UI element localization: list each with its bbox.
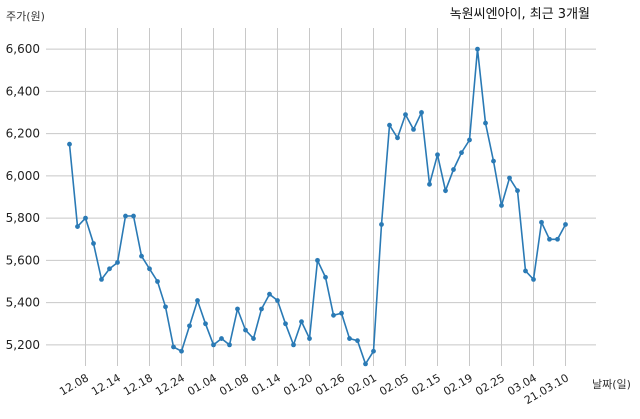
data-point xyxy=(203,321,208,327)
data-point xyxy=(435,152,440,158)
data-point xyxy=(387,122,392,128)
data-point xyxy=(107,266,112,272)
x-tick-label: 12.08 xyxy=(57,371,91,398)
data-point xyxy=(227,342,232,348)
data-point xyxy=(451,167,456,172)
y-tick-label: 6,600 xyxy=(6,42,40,56)
data-point xyxy=(539,219,544,225)
data-point xyxy=(83,215,88,221)
data-point xyxy=(531,276,536,282)
data-point xyxy=(155,279,160,284)
data-point xyxy=(283,321,288,327)
x-tick-label: 02.01 xyxy=(345,371,379,398)
data-point xyxy=(475,46,480,52)
data-point xyxy=(195,298,200,303)
data-point xyxy=(355,338,360,344)
data-point xyxy=(275,298,280,303)
y-tick-label: 6,200 xyxy=(6,127,40,141)
y-tick-label: 5,200 xyxy=(6,338,40,352)
y-axis-ticks: 5,200 5,400 5,600 5,800 6,000 6,200 6,400 6,600 xyxy=(6,42,40,352)
data-point xyxy=(371,348,376,354)
x-tick-label: 02.15 xyxy=(409,371,443,398)
data-point xyxy=(187,323,192,329)
data-point xyxy=(171,344,176,350)
x-tick-label: 12.14 xyxy=(89,371,123,398)
y-axis-label: 주가(원) xyxy=(6,10,45,23)
x-tick-label: 02.19 xyxy=(441,371,475,398)
data-point xyxy=(411,126,416,132)
x-tick-label: 12.24 xyxy=(153,371,187,398)
x-tick-label: 01.14 xyxy=(249,371,283,398)
data-point xyxy=(491,158,496,164)
price-series xyxy=(67,46,568,367)
x-tick-label: 01.20 xyxy=(281,371,315,398)
data-point xyxy=(163,304,168,310)
x-tick-label: 12.18 xyxy=(121,371,155,398)
x-tick-label: 01.04 xyxy=(185,371,219,398)
data-point xyxy=(523,268,528,274)
data-point xyxy=(403,112,408,118)
data-point xyxy=(339,310,344,316)
data-point xyxy=(419,110,424,115)
data-point xyxy=(427,181,432,187)
data-point xyxy=(459,150,464,156)
data-point xyxy=(67,141,72,147)
data-point xyxy=(99,276,104,282)
data-point xyxy=(331,312,336,318)
data-point xyxy=(235,306,240,312)
data-point xyxy=(75,224,80,229)
y-tick-label: 6,000 xyxy=(6,169,40,183)
data-point xyxy=(499,203,504,208)
data-point xyxy=(211,342,216,348)
data-point xyxy=(123,213,128,219)
data-point xyxy=(315,257,320,263)
y-tick-label: 6,400 xyxy=(6,84,40,98)
data-point xyxy=(179,348,184,354)
grid xyxy=(46,28,596,366)
data-point xyxy=(379,222,384,227)
data-point xyxy=(467,137,472,143)
data-point xyxy=(563,222,568,227)
y-tick-label: 5,400 xyxy=(6,296,40,310)
chart-title: 녹원씨엔아이, 최근 3개월 xyxy=(450,7,590,22)
data-point xyxy=(251,336,256,341)
data-point xyxy=(555,236,560,242)
data-point xyxy=(243,327,248,333)
y-tick-label: 5,800 xyxy=(6,211,40,225)
data-point xyxy=(219,336,224,341)
data-point xyxy=(395,135,400,141)
data-point xyxy=(307,336,312,341)
data-point xyxy=(267,291,272,297)
data-point xyxy=(547,236,552,242)
data-point xyxy=(91,241,96,246)
data-point xyxy=(291,342,296,348)
data-point xyxy=(299,319,304,325)
x-tick-label: 01.26 xyxy=(313,371,347,398)
x-axis-label: 날짜(일) xyxy=(592,377,631,391)
y-tick-label: 5,600 xyxy=(6,253,40,267)
x-tick-label: 01.08 xyxy=(217,371,251,398)
data-point xyxy=(259,306,264,312)
price-line xyxy=(68,49,567,366)
data-point xyxy=(443,188,448,194)
data-point xyxy=(131,213,136,219)
data-point xyxy=(483,120,488,126)
data-point xyxy=(363,361,368,367)
data-point xyxy=(115,260,120,265)
data-point xyxy=(515,188,520,194)
data-point xyxy=(347,336,352,341)
data-point xyxy=(139,253,144,259)
data-point xyxy=(507,175,512,181)
x-tick-label: 02.05 xyxy=(377,371,411,398)
data-point xyxy=(323,274,328,280)
x-axis-ticks: 12.0812.1412.1812.2401.0401.0801.1401.20… xyxy=(57,371,571,407)
x-tick-label: 02.25 xyxy=(473,371,507,398)
data-point xyxy=(147,266,152,272)
